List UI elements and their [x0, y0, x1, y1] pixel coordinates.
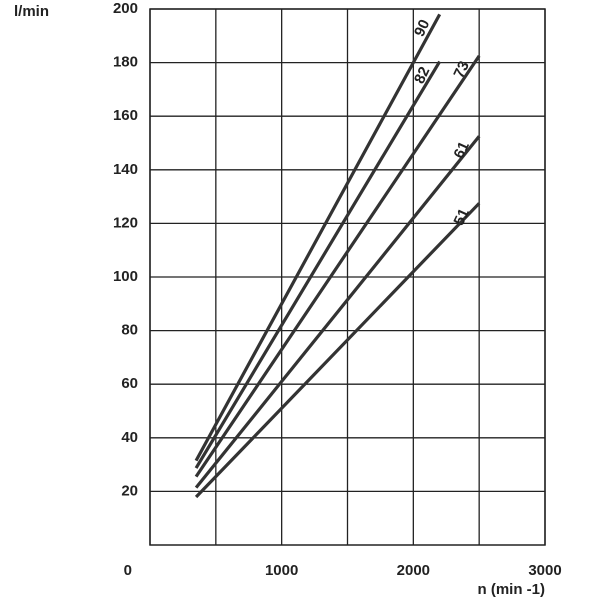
- y-tick-label: 120: [113, 214, 138, 231]
- x-tick-label: 3000: [528, 562, 561, 579]
- y-tick-label: 60: [121, 375, 138, 392]
- series-line: [194, 135, 481, 489]
- x-axis-label: n (min -1): [478, 581, 546, 598]
- y-tick-label: 20: [121, 482, 138, 499]
- series-line: [194, 13, 442, 462]
- series-label: 61: [450, 139, 472, 161]
- y-tick-label: 180: [113, 54, 138, 71]
- series-label: 73: [450, 59, 472, 81]
- series-label: 51: [450, 206, 472, 228]
- y-tick-label: 200: [113, 0, 138, 17]
- y-tick-label: 80: [121, 322, 138, 339]
- series-line: [194, 60, 442, 469]
- series-label: 90: [411, 17, 433, 39]
- x-tick-label: 1000: [265, 562, 298, 579]
- series-line: [194, 55, 481, 478]
- y-tick-label: 140: [113, 161, 138, 178]
- x-tick-label: 2000: [397, 562, 430, 579]
- y-axis-label: l/min: [14, 3, 49, 20]
- series-line: [194, 202, 481, 499]
- y-tick-label: 100: [113, 268, 138, 285]
- x-tick-label: 0: [124, 562, 132, 579]
- series-label: 82: [411, 64, 433, 86]
- y-tick-label: 160: [113, 107, 138, 124]
- y-tick-label: 40: [121, 429, 138, 446]
